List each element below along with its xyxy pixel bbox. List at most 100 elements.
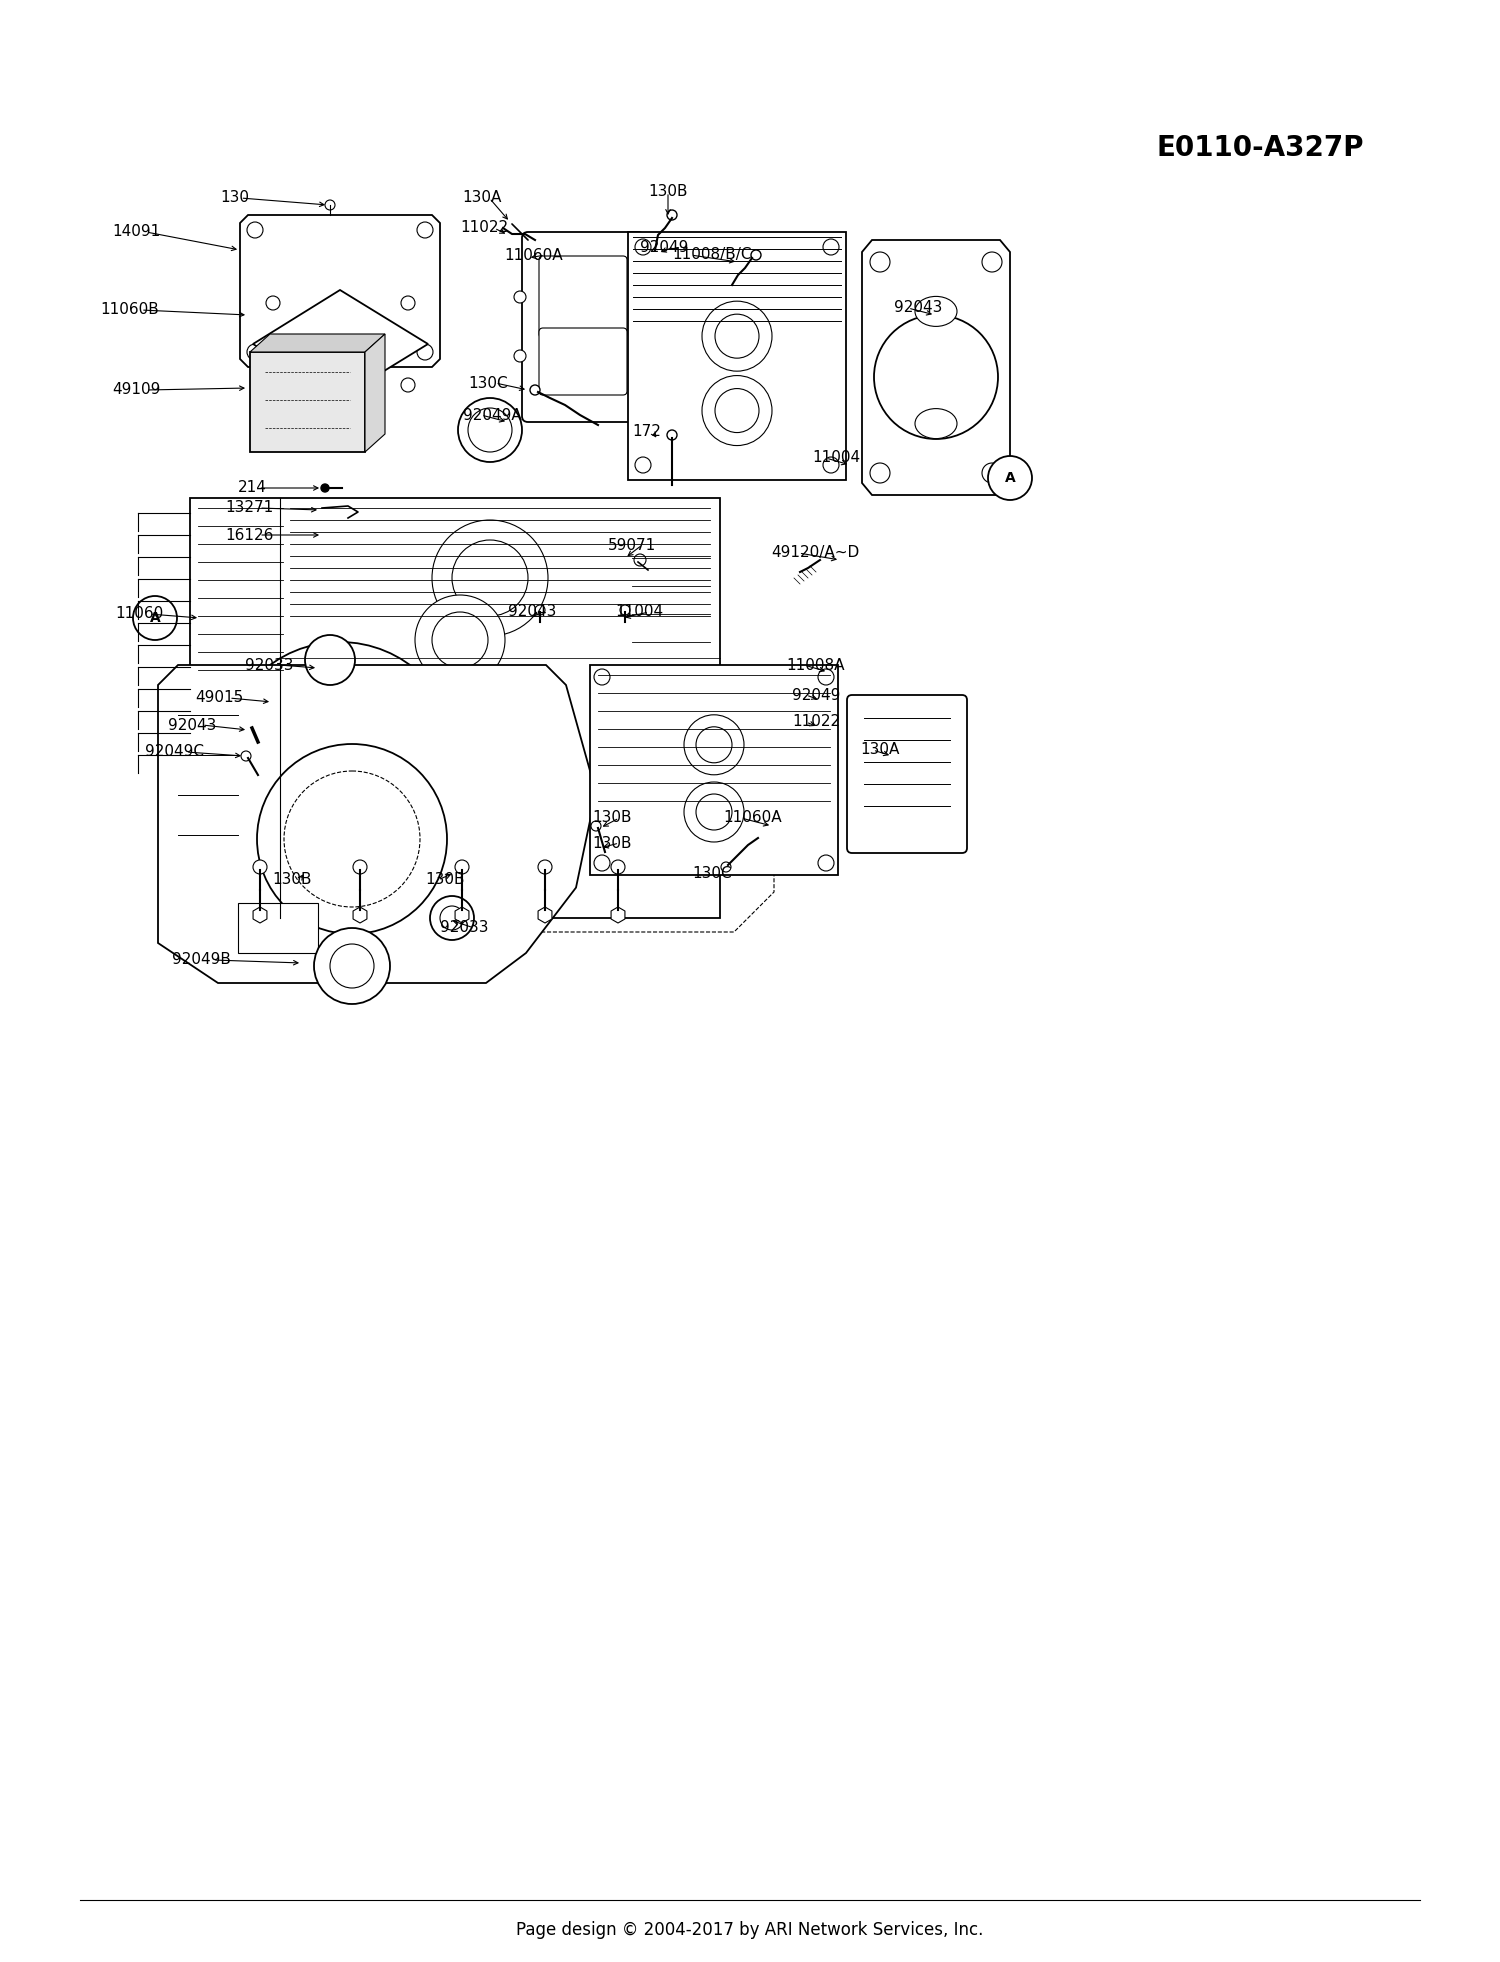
Ellipse shape xyxy=(324,530,352,542)
Circle shape xyxy=(684,714,744,775)
Circle shape xyxy=(222,642,458,879)
Circle shape xyxy=(134,596,177,640)
Circle shape xyxy=(417,343,434,359)
Text: 130B: 130B xyxy=(592,836,632,850)
Text: 130B: 130B xyxy=(592,810,632,826)
Text: 130C: 130C xyxy=(692,865,732,881)
Circle shape xyxy=(610,859,626,873)
Circle shape xyxy=(874,316,998,439)
Circle shape xyxy=(824,239,839,255)
Text: 14091: 14091 xyxy=(112,224,160,239)
Circle shape xyxy=(594,855,610,871)
Text: 130A: 130A xyxy=(861,742,900,757)
Circle shape xyxy=(634,239,651,255)
Circle shape xyxy=(400,379,416,392)
Circle shape xyxy=(314,928,390,1005)
Text: 92049C: 92049C xyxy=(146,744,204,759)
Circle shape xyxy=(430,897,474,940)
Text: 172: 172 xyxy=(632,424,662,439)
Ellipse shape xyxy=(332,532,344,538)
Circle shape xyxy=(696,726,732,763)
Text: 92049A: 92049A xyxy=(464,408,522,422)
Ellipse shape xyxy=(915,408,957,439)
Circle shape xyxy=(454,859,470,873)
Polygon shape xyxy=(251,334,386,351)
Polygon shape xyxy=(158,665,596,983)
Circle shape xyxy=(326,200,334,210)
Circle shape xyxy=(242,751,250,761)
Circle shape xyxy=(620,604,630,614)
Text: 92049B: 92049B xyxy=(172,952,231,967)
Circle shape xyxy=(352,859,368,873)
Polygon shape xyxy=(240,216,440,367)
Circle shape xyxy=(248,343,262,359)
Text: 214: 214 xyxy=(238,481,267,496)
Text: 11004: 11004 xyxy=(615,604,663,620)
Circle shape xyxy=(468,408,512,451)
Text: 130B: 130B xyxy=(272,873,312,887)
Circle shape xyxy=(266,296,280,310)
Circle shape xyxy=(716,314,759,359)
FancyBboxPatch shape xyxy=(538,255,627,337)
Circle shape xyxy=(538,859,552,873)
Circle shape xyxy=(634,457,651,473)
Circle shape xyxy=(870,251,889,273)
Text: 11060B: 11060B xyxy=(100,302,159,318)
Text: 11060A: 11060A xyxy=(723,810,782,826)
Circle shape xyxy=(417,222,434,237)
Text: 92033: 92033 xyxy=(244,657,294,673)
Text: 92049: 92049 xyxy=(792,687,840,702)
Text: 49109: 49109 xyxy=(112,383,160,398)
Text: 11022: 11022 xyxy=(460,220,509,235)
Circle shape xyxy=(982,463,1002,483)
Circle shape xyxy=(702,375,772,445)
Text: 92043: 92043 xyxy=(894,300,942,316)
Circle shape xyxy=(432,612,488,667)
Circle shape xyxy=(400,296,416,310)
Ellipse shape xyxy=(915,296,957,326)
Circle shape xyxy=(684,783,744,842)
Text: 49120/A~D: 49120/A~D xyxy=(771,545,859,561)
FancyBboxPatch shape xyxy=(190,498,720,918)
Circle shape xyxy=(514,349,526,363)
Circle shape xyxy=(304,636,355,685)
Circle shape xyxy=(452,540,528,616)
Text: 92043: 92043 xyxy=(168,718,216,732)
Text: 130A: 130A xyxy=(462,190,501,206)
FancyBboxPatch shape xyxy=(628,232,846,481)
Circle shape xyxy=(594,669,610,685)
FancyBboxPatch shape xyxy=(238,903,318,954)
Circle shape xyxy=(536,604,544,614)
Circle shape xyxy=(716,388,759,432)
Circle shape xyxy=(640,290,652,302)
Circle shape xyxy=(722,861,730,871)
Circle shape xyxy=(284,771,420,906)
Circle shape xyxy=(870,463,889,483)
Text: 130B: 130B xyxy=(648,184,687,200)
Polygon shape xyxy=(254,290,428,398)
Text: 59071: 59071 xyxy=(608,538,657,553)
FancyBboxPatch shape xyxy=(251,351,364,451)
Text: 13271: 13271 xyxy=(225,500,273,516)
Circle shape xyxy=(416,594,506,685)
Text: 11008/B/C: 11008/B/C xyxy=(672,247,752,263)
Text: A: A xyxy=(150,610,160,626)
Circle shape xyxy=(824,457,839,473)
Circle shape xyxy=(258,677,423,842)
FancyBboxPatch shape xyxy=(522,232,644,422)
Text: 11060A: 11060A xyxy=(504,247,562,263)
Text: 49015: 49015 xyxy=(195,691,243,706)
Text: 92043: 92043 xyxy=(509,604,556,620)
Circle shape xyxy=(266,379,280,392)
Circle shape xyxy=(818,855,834,871)
Circle shape xyxy=(440,906,464,930)
Polygon shape xyxy=(862,239,1010,494)
Circle shape xyxy=(330,944,374,989)
FancyBboxPatch shape xyxy=(590,665,838,875)
FancyBboxPatch shape xyxy=(847,695,968,853)
Circle shape xyxy=(702,300,772,371)
Text: 11008A: 11008A xyxy=(786,657,844,673)
Circle shape xyxy=(458,398,522,461)
Circle shape xyxy=(752,249,760,261)
Polygon shape xyxy=(364,334,386,451)
